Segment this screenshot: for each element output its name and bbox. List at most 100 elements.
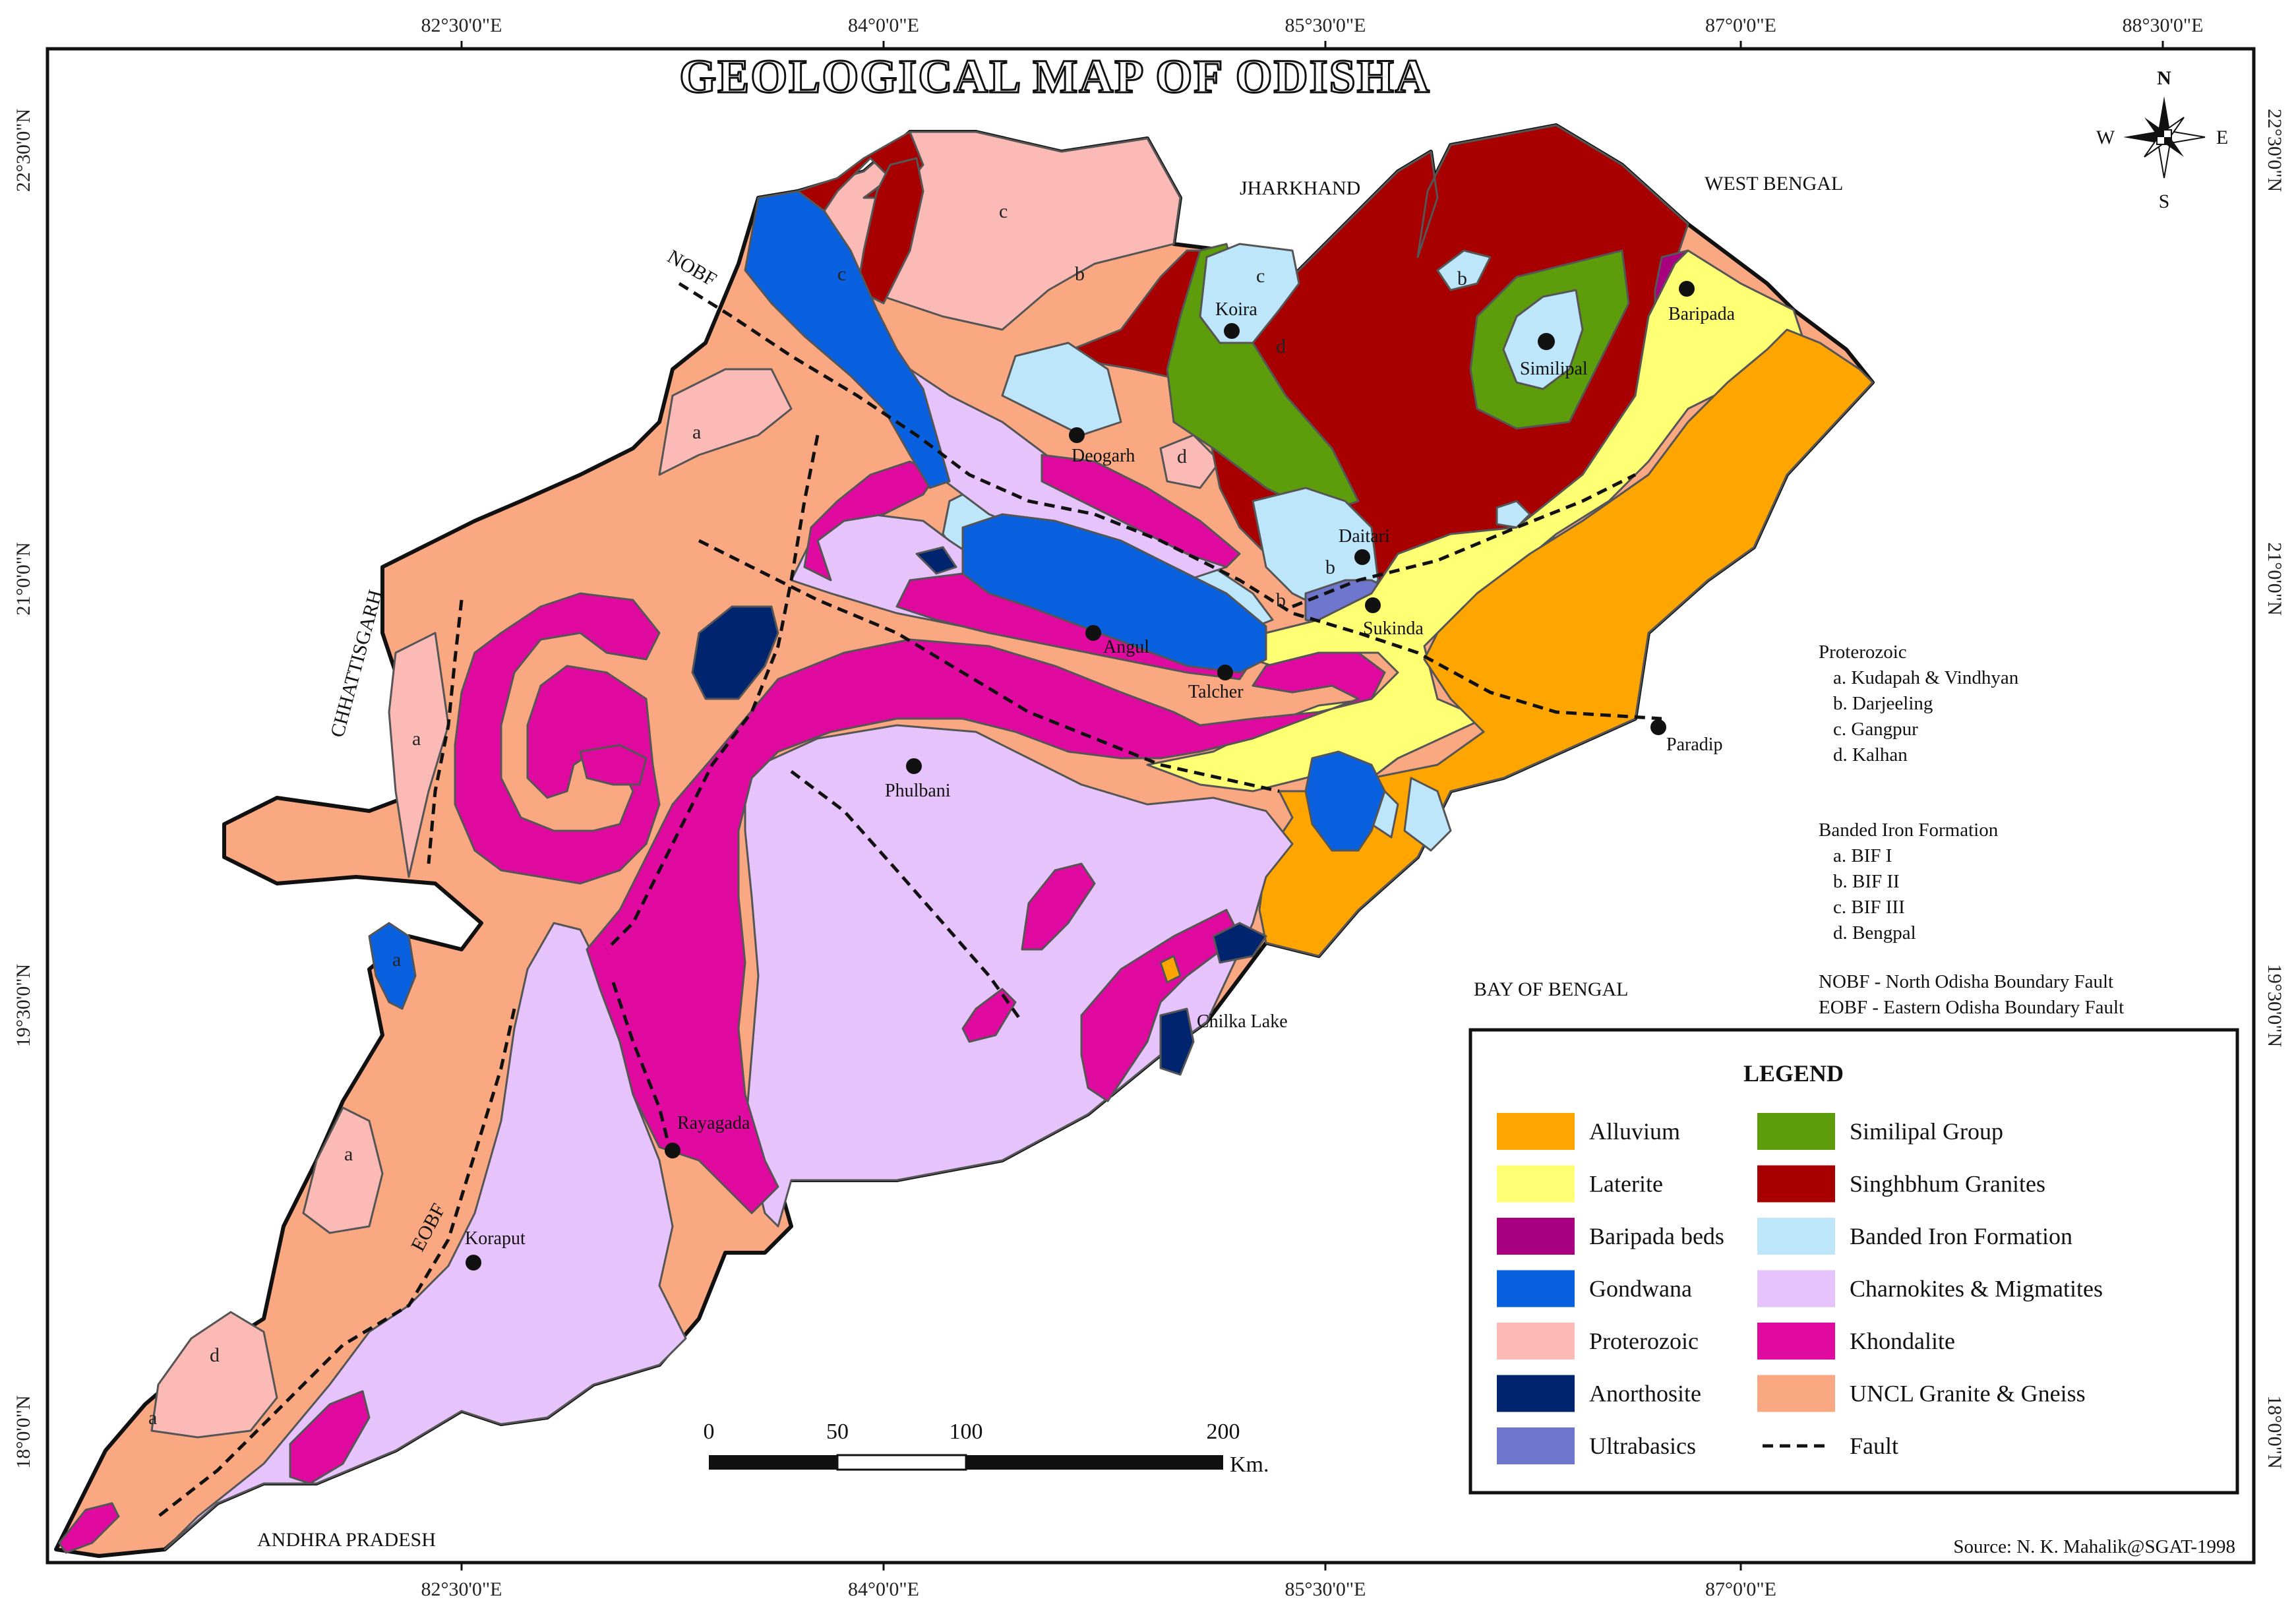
- legend-swatch-khondalite: [1757, 1323, 1835, 1360]
- unit-bif-koira: [1199, 243, 1300, 344]
- note-bif-d: d. Bengpal: [1833, 922, 1916, 943]
- legend-box: [1468, 1028, 2239, 1495]
- lon-label-top-5: 88°30'0"E: [2123, 15, 2204, 36]
- unit-khondalite-lens-chilka: [1080, 909, 1241, 1102]
- unit-bif-north-small: [1495, 500, 1531, 529]
- legend-swatch-singhbhum-granites: [1757, 1165, 1835, 1203]
- lat-label-right-4: 18°0'0"N: [2264, 1395, 2285, 1468]
- region-jharkhand: JHARKHAND: [1240, 177, 1360, 199]
- legend: LEGEND Alluvium Laterite Baripada beds Gond…: [1468, 1028, 2239, 1495]
- source-credit: Source: N. K. Mahalik@SGAT-1998: [1953, 1536, 2235, 1557]
- legend-swatch-similipal-group: [1757, 1113, 1835, 1150]
- unit-proterozoic-d-south: [150, 1311, 278, 1439]
- note-bif-heading: Banded Iron Formation: [1819, 820, 1999, 841]
- places: Koira Similipal Baripada Deogarh Daitari…: [465, 281, 1736, 1271]
- lon-label-bottom-1: 82°30'0"E: [421, 1578, 502, 1600]
- unit-gondwana-north: [744, 190, 951, 489]
- lon-label-bottom-4: 87°0'0"E: [1705, 1578, 1776, 1600]
- legend-label-fault: Fault: [1850, 1433, 1898, 1459]
- region-chhattisgarh: CHHATTISGARH: [326, 587, 386, 740]
- compass-n: N: [2157, 67, 2171, 89]
- unit-proterozoic-d-deogarh: [1159, 434, 1221, 489]
- fault-eobf: [157, 1008, 516, 1518]
- region-andhra-pradesh: ANDHRA PRADESH: [257, 1529, 436, 1551]
- legend-items: Alluvium Laterite Baripada beds Gondwana Pro…: [1497, 1113, 2103, 1464]
- place-baripada: Baripada: [1668, 304, 1736, 324]
- unit-gondwana-coast: [1304, 750, 1386, 852]
- legend-label-charnokites-migmatites: Charnokites & Migmatites: [1850, 1276, 2103, 1302]
- unit-khondalite-lens-1: [1021, 862, 1096, 951]
- lon-label-top-1: 82°30'0"E: [421, 15, 502, 36]
- scale-50: 50: [826, 1420, 849, 1444]
- legend-swatch-proterozoic: [1497, 1323, 1575, 1360]
- unit-charnokite-main: [744, 724, 1294, 1228]
- graticule-left: 22°30'0"N 21°0'0"N 19°30'0"N 18°0'0"N: [13, 109, 34, 1469]
- unit-proterozoic-a-nw: [658, 368, 793, 476]
- legend-label-uncl-granite-gneiss: UNCL Granite & Gneiss: [1850, 1381, 2086, 1407]
- letter-a-2: a: [412, 728, 421, 750]
- place-talcher: Talcher: [1188, 682, 1244, 702]
- fault-south-central: [611, 982, 675, 1161]
- compass-w: W: [2096, 127, 2115, 148]
- legend-swatch-gondwana: [1497, 1270, 1575, 1307]
- legend-swatch-laterite: [1497, 1165, 1575, 1203]
- lon-label-top-3: 85°30'0"E: [1285, 15, 1366, 36]
- unit-khondalite-lens-2: [961, 988, 1017, 1043]
- region-west-bengal: WEST BENGAL: [1705, 173, 1843, 195]
- unit-khondalite-north: [803, 460, 938, 582]
- compass-e: E: [2216, 127, 2228, 148]
- legend-swatch-banded-iron-formation: [1757, 1218, 1835, 1255]
- scale-0: 0: [704, 1420, 715, 1444]
- lat-label-left-1: 22°30'0"N: [13, 109, 34, 192]
- note-abbrev-eobf: EOBF - Eastern Odisha Boundary Fault: [1819, 997, 2124, 1018]
- legend-label-gondwana: Gondwana: [1589, 1276, 1692, 1302]
- note-abbrev-nobf: NOBF - North Odisha Boundary Fault: [1819, 971, 2113, 992]
- lon-label-bottom-3: 85°30'0"E: [1285, 1578, 1366, 1600]
- letter-b-1: b: [1075, 263, 1085, 285]
- legend-swatch-alluvium: [1497, 1113, 1575, 1150]
- unit-khondalite-west-inner: [579, 744, 648, 786]
- fault-central-1: [698, 539, 1280, 793]
- letter-c-1: c: [999, 200, 1008, 222]
- lat-label-right-3: 19°30'0"N: [2264, 964, 2285, 1047]
- label-nobf: NOBF: [664, 245, 721, 291]
- fault-west-2: [427, 599, 464, 864]
- compass-rose-icon: [2123, 96, 2206, 179]
- map-title: GEOLOGICAL MAP OF ODISHA: [679, 50, 1430, 103]
- unit-charnokite-sw: [164, 922, 687, 1551]
- letter-c-3: c: [1256, 265, 1265, 287]
- unit-anorthosite-chilka-2: [1212, 922, 1267, 964]
- letter-b-2: b: [1457, 268, 1467, 289]
- fault-nobf: [678, 282, 1662, 721]
- place-koraput: Koraput: [465, 1228, 526, 1249]
- lon-label-bottom-2: 84°0'0"E: [848, 1578, 919, 1600]
- unit-khondalite-west-arc: [454, 592, 661, 885]
- letter-c-2: c: [837, 263, 846, 285]
- unit-letters: c c b c d b a d b b a a a d a: [148, 200, 1467, 1429]
- lat-label-left-3: 19°30'0"N: [13, 964, 34, 1047]
- letter-b-4: b: [1276, 589, 1286, 611]
- unit-bif-koira-west: [1001, 342, 1122, 436]
- unit-anorthosite-west: [691, 605, 779, 700]
- fault-nobf-east: [1292, 473, 1637, 609]
- letter-a-5: a: [148, 1407, 157, 1429]
- lat-label-right-1: 22°30'0"N: [2264, 109, 2285, 192]
- note-proterozoic-c: c. Gangpur: [1833, 719, 1918, 740]
- state-geology: [54, 123, 1875, 1558]
- place-similipal: Similipal: [1520, 359, 1588, 379]
- unit-alluvium-small: [1159, 955, 1182, 984]
- unit-khondalite-south-tip: [58, 1502, 120, 1554]
- note-bif-a: a. BIF I: [1833, 845, 1892, 866]
- note-proterozoic-d: d. Kalhan: [1833, 744, 1908, 765]
- letter-a-4: a: [344, 1143, 353, 1165]
- note-bif-c: c. BIF III: [1833, 897, 1905, 918]
- unit-proterozoic-a-sw: [302, 1106, 384, 1234]
- region-bay-of-bengal: BAY OF BENGAL: [1474, 978, 1628, 1000]
- unit-khondalite-central-band: [586, 638, 1386, 1214]
- graticule-top: 82°30'0"E 84°0'0"E 85°30'0"E 87°0'0"E 88…: [421, 15, 2204, 49]
- unit-singhbhum-granite-w: [856, 157, 924, 305]
- legend-label-banded-iron-formation: Banded Iron Formation: [1850, 1223, 2072, 1249]
- legend-swatch-uncl-granite-gneiss: [1757, 1375, 1835, 1412]
- note-proterozoic-heading: Proterozoic: [1819, 642, 1907, 663]
